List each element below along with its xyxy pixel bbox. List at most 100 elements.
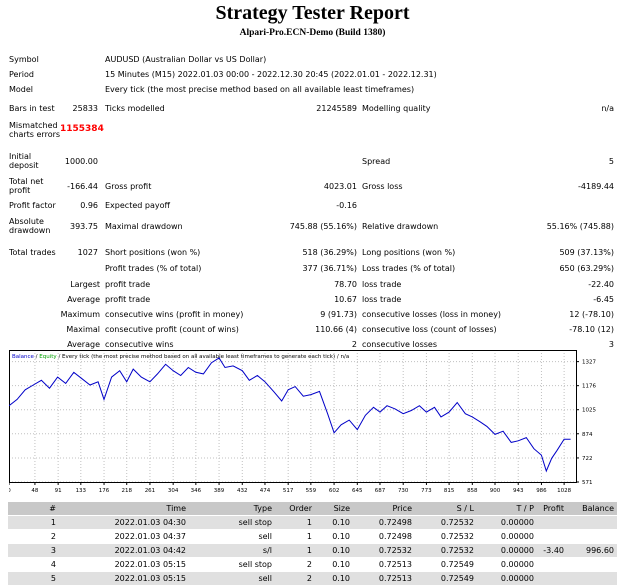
- quality-value: n/a: [601, 104, 614, 113]
- x-tick-label: 773: [421, 488, 432, 494]
- mismatch-label-2: charts errors: [9, 130, 61, 139]
- y-tick-label: 1327: [582, 360, 596, 366]
- cell-number: 3: [50, 546, 56, 555]
- average-pt-label: profit trade: [105, 295, 151, 304]
- cell-price: 0.72498: [378, 518, 412, 527]
- x-tick-label: 730: [398, 488, 409, 494]
- reldd-label: Relative drawdown: [362, 222, 439, 231]
- legend-equity: Equity: [39, 354, 57, 360]
- absdd-label-2: drawdown: [9, 226, 51, 235]
- y-tick-label: 1176: [582, 384, 596, 390]
- x-tick-label: 304: [168, 488, 179, 494]
- cell-size: 0.10: [332, 574, 350, 583]
- cell-number: 4: [50, 560, 56, 569]
- period-label: Period: [9, 70, 34, 79]
- maximal-label: Maximal: [66, 325, 100, 334]
- cell-order: 2: [306, 574, 312, 583]
- y-tick-label: 571: [582, 480, 593, 486]
- average-lt-value: -6.45: [593, 295, 614, 304]
- cell-price: 0.72513: [378, 574, 412, 583]
- cell-tp: 0.00000: [500, 518, 534, 527]
- cell-tp: 0.00000: [500, 574, 534, 583]
- x-tick-label: 815: [444, 488, 455, 494]
- cell-size: 0.10: [332, 518, 350, 527]
- y-tick-label: 722: [582, 456, 593, 462]
- cell-number: 1: [50, 518, 56, 527]
- spread-label: Spread: [362, 157, 391, 166]
- ep-value: -0.16: [336, 201, 357, 210]
- x-tick-label: 858: [467, 488, 478, 494]
- x-tick-label: 48: [31, 488, 38, 494]
- avg-cw-label: consecutive wins: [105, 340, 174, 349]
- x-tick-label: 218: [121, 488, 132, 494]
- cell-tp: 0.00000: [500, 560, 534, 569]
- cell-profit: -3.40: [543, 546, 564, 555]
- avg-cw-value: 2: [351, 340, 357, 349]
- symbol-label: Symbol: [9, 55, 39, 64]
- mx-cp-label: consecutive profit (count of wins): [105, 325, 239, 334]
- cell-sl: 0.72532: [440, 518, 474, 527]
- pf-label: Profit factor: [9, 201, 56, 210]
- deposit-label-2: deposit: [9, 161, 39, 170]
- x-tick-label: 602: [329, 488, 340, 494]
- bars-value: 25833: [72, 104, 98, 113]
- mx-cp-value: 110.66 (4): [315, 325, 357, 334]
- cell-size: 0.10: [332, 532, 350, 541]
- cell-number: 5: [50, 574, 56, 583]
- balance-line: [9, 357, 571, 473]
- cell-price: 0.72532: [378, 546, 412, 555]
- grossloss-label: Gross loss: [362, 182, 403, 191]
- cell-type: sell: [258, 574, 272, 583]
- x-tick-label: 517: [283, 488, 294, 494]
- netprofit-label-2: profit: [9, 186, 31, 195]
- cell-type: s/l: [262, 546, 272, 555]
- x-tick-label: 133: [76, 488, 87, 494]
- avg-cl-value: 3: [608, 340, 614, 349]
- pt-label: Profit trades (% of total): [105, 264, 202, 273]
- largest-label: Largest: [70, 280, 100, 289]
- legend-description: / Every tick (the most precise method ba…: [57, 354, 349, 360]
- cell-time: 2022.01.03 05:15: [114, 574, 186, 583]
- absdd-label: Absolute: [9, 217, 44, 226]
- table-row: 3 2022.01.03 04:42 s/l 1 0.10 0.72532 0.72532 0…: [8, 544, 617, 557]
- x-tick-label: 261: [145, 488, 156, 494]
- average-lt-label: loss trade: [362, 295, 402, 304]
- mx-cl-label: consecutive loss (count of losses): [362, 325, 497, 334]
- lt-value: 650 (63.29%): [559, 264, 614, 273]
- cell-price: 0.72498: [378, 532, 412, 541]
- x-tick-label: 474: [260, 488, 271, 494]
- period-value: 15 Minutes (M15) 2022.01.03 00:00 - 2022…: [105, 70, 437, 79]
- x-tick-label: 900: [490, 488, 501, 494]
- report-subtitle: Alpari-Pro.ECN-Demo (Build 1380): [239, 28, 386, 38]
- mx-cl-value: -78.10 (12): [569, 325, 614, 334]
- x-tick-label: 1028: [557, 488, 571, 494]
- legend-balance: Balance: [12, 354, 35, 360]
- cell-type: sell stop: [238, 560, 272, 569]
- pf-value: 0.96: [80, 201, 98, 210]
- quality-label: Modelling quality: [362, 104, 431, 113]
- x-tick-label: 91: [55, 488, 62, 494]
- cell-time: 2022.01.03 04:37: [114, 532, 186, 541]
- average-pt-value: 10.67: [334, 295, 357, 304]
- model-value: Every tick (the most precise method base…: [105, 85, 415, 94]
- largest-lt-label: loss trade: [362, 280, 402, 289]
- average-label: Average: [67, 295, 100, 304]
- x-tick-label: 687: [375, 488, 386, 494]
- max-cw-value: 9 (91.73): [320, 310, 357, 319]
- cell-order: 2: [306, 560, 312, 569]
- header-col-size: Size: [333, 504, 350, 513]
- deposit-label: Initial: [9, 152, 32, 161]
- netprofit-label: Total net: [9, 177, 44, 186]
- legend-separator: /: [34, 354, 39, 360]
- balance-chart: Balance / Equity / Every tick (the most …: [9, 350, 616, 496]
- largest-lt-value: -22.40: [588, 280, 614, 289]
- cell-order: 1: [306, 546, 312, 555]
- short-value: 518 (36.29%): [302, 248, 357, 257]
- x-tick-label: 986: [536, 488, 547, 494]
- x-tick-label: 0: [9, 488, 11, 494]
- grossprofit-label: Gross profit: [105, 182, 152, 191]
- max-cw-label: consecutive wins (profit in money): [105, 310, 244, 319]
- x-tick-label: 176: [99, 488, 110, 494]
- max-cl-label: consecutive losses (loss in money): [362, 310, 502, 319]
- cell-time: 2022.01.03 05:15: [114, 560, 186, 569]
